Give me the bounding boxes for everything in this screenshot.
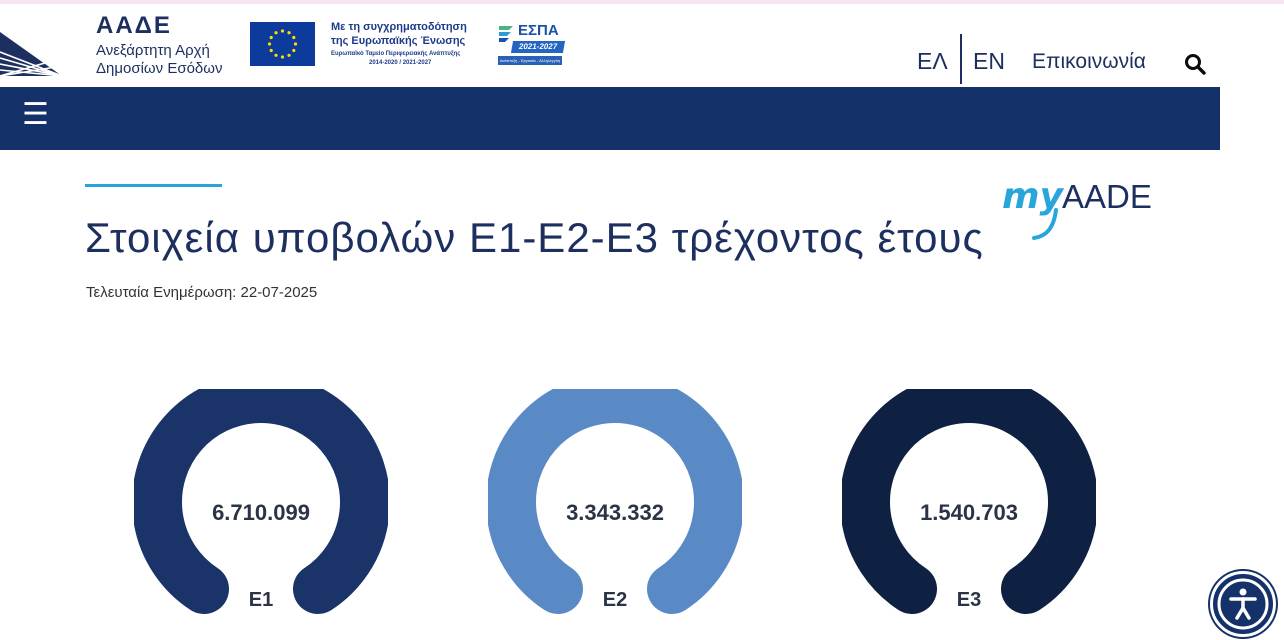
org-abbreviation[interactable]: ΑΑΔΕ bbox=[96, 12, 172, 39]
eu-cofunding-line2: της Ευρωπαϊκής Ένωσης bbox=[331, 35, 466, 47]
gauge-e1-ring bbox=[134, 389, 388, 614]
eu-cofunding-line1: Με τη συγχρηματοδότηση bbox=[331, 21, 467, 33]
espa-logo-icon bbox=[499, 26, 513, 42]
hamburger-menu-icon[interactable]: ☰ bbox=[22, 98, 49, 131]
myaade-aade-text: AADE bbox=[1062, 178, 1152, 215]
gauge-e2-value: 3.343.332 bbox=[566, 500, 664, 525]
gauge-e3-ring bbox=[842, 389, 1096, 614]
contact-link[interactable]: Επικοινωνία bbox=[1032, 50, 1146, 73]
gauge-e3: 1.540.703 Ε3 bbox=[842, 389, 1096, 614]
top-accent-strip bbox=[0, 0, 1284, 4]
language-el-link[interactable]: ΕΛ bbox=[917, 48, 948, 74]
org-full-name: Ανεξάρτητη Αρχή Δημοσίων Εσόδων bbox=[96, 42, 222, 78]
main-navbar: ☰ bbox=[0, 87, 1220, 150]
espa-years: 2021-2027 bbox=[510, 41, 566, 53]
myaade-logo-icon: my AADE bbox=[1002, 176, 1152, 240]
org-name-line1: Ανεξάρτητη Αρχή bbox=[96, 42, 210, 59]
site-header: ΑΑΔΕ Ανεξάρτητη Αρχή Δημοσίων Εσόδων Με … bbox=[0, 4, 1220, 87]
espa-tagline: Ανάπτυξη - Εργασία - Αλληλεγγύη bbox=[498, 56, 562, 65]
aade-logo-icon[interactable] bbox=[0, 14, 62, 76]
last-updated-text: Τελευταία Ενημέρωση: 22-07-2025 bbox=[86, 284, 318, 301]
language-en-link[interactable]: EN bbox=[973, 48, 1005, 74]
page-title: Στοιχεία υποβολών Ε1-Ε2-Ε3 τρέχοντος έτο… bbox=[85, 214, 984, 261]
title-accent-line bbox=[85, 184, 222, 187]
eu-flag-icon bbox=[250, 22, 315, 66]
language-divider bbox=[960, 34, 962, 84]
gauge-e2: 3.343.332 Ε2 bbox=[488, 389, 742, 614]
gauge-e1: 6.710.099 Ε1 bbox=[134, 389, 388, 614]
gauge-e1-value: 6.710.099 bbox=[212, 500, 310, 525]
gauge-e3-label: Ε3 bbox=[956, 589, 982, 611]
accessibility-button[interactable] bbox=[1210, 571, 1276, 637]
espa-title: ΕΣΠΑ bbox=[518, 22, 559, 39]
org-name-line2: Δημοσίων Εσόδων bbox=[96, 60, 223, 77]
gauge-e3-value: 1.540.703 bbox=[920, 500, 1018, 525]
search-icon[interactable] bbox=[1184, 53, 1206, 75]
gauge-e1-label: Ε1 bbox=[248, 589, 274, 611]
accessibility-icon bbox=[1217, 578, 1269, 630]
gauge-e2-ring bbox=[488, 389, 742, 614]
gauge-e2-label: Ε2 bbox=[602, 589, 628, 611]
eu-cofunding-line3: Ευρωπαϊκό Ταμείο Περιφερειακής Ανάπτυξης bbox=[331, 51, 461, 57]
eu-cofunding-line4: 2014-2020 / 2021-2027 bbox=[369, 60, 432, 66]
